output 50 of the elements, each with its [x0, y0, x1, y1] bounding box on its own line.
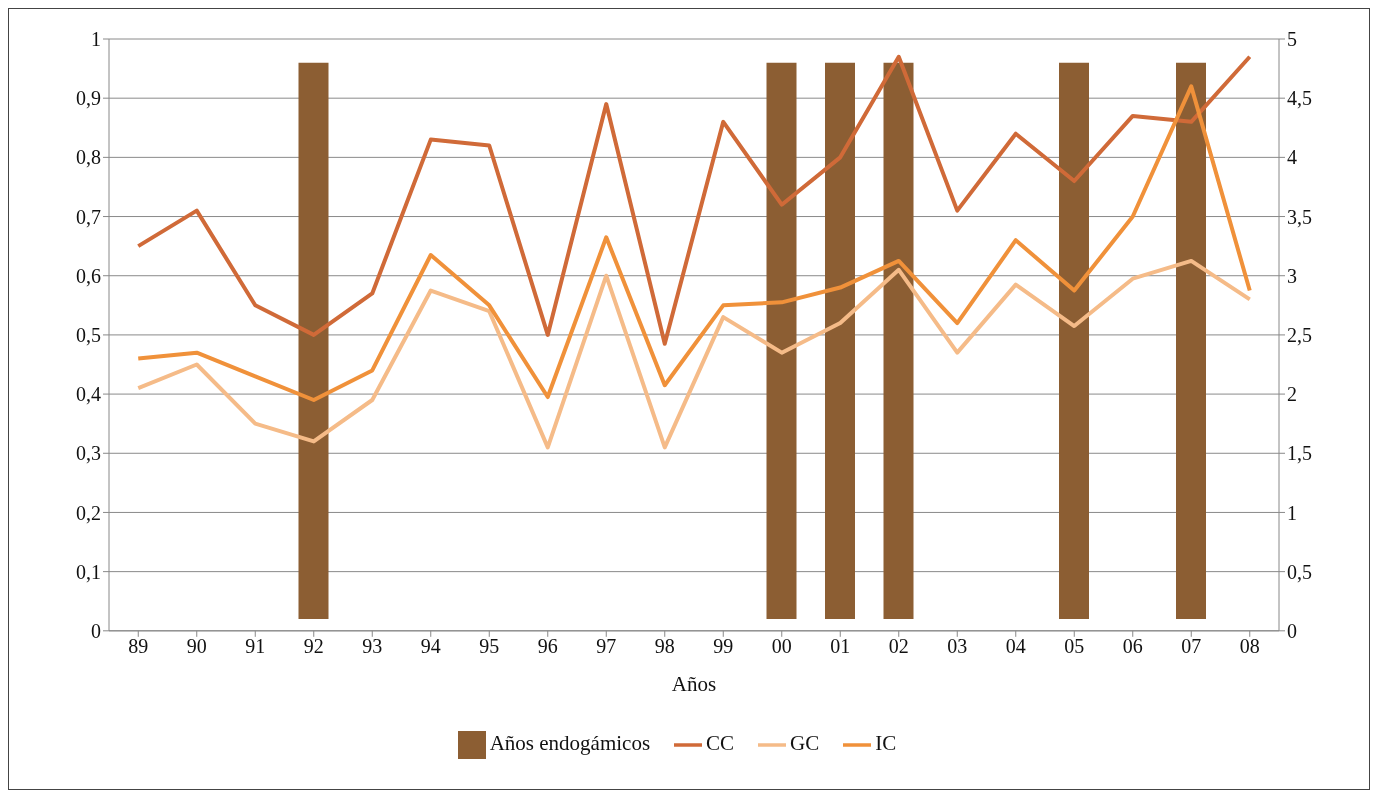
x-tick-label: 03 — [947, 635, 968, 658]
y-tick-label: 0,5 — [76, 324, 101, 347]
x-tick-label: 90 — [186, 635, 207, 658]
x-tick-label: 98 — [654, 635, 675, 658]
y-tick-label: 1 — [91, 28, 101, 51]
y2-tick-label: 2,5 — [1287, 324, 1312, 347]
y-tick-label: 0,2 — [76, 501, 101, 524]
legend-label: CC — [706, 730, 735, 755]
y-tick-label: 0,1 — [76, 560, 101, 583]
x-tick-label: 94 — [420, 635, 441, 658]
y2-tick-label: 1,5 — [1287, 442, 1312, 465]
y-tick-label: 0 — [91, 619, 101, 642]
x-tick-label: 97 — [596, 635, 617, 658]
y-tick-label: 0,4 — [76, 383, 101, 406]
y2-tick-label: 5 — [1287, 28, 1297, 51]
y-tick-label: 0,3 — [76, 442, 101, 465]
legend-label: GC — [790, 730, 820, 755]
y2-tick-label: 0,5 — [1287, 560, 1312, 583]
legend-label: Años endogámicos — [489, 730, 651, 755]
x-tick-label: 93 — [362, 635, 383, 658]
x-tick-label: 00 — [771, 635, 792, 658]
line-series — [136, 54, 1252, 346]
x-tick-label: 95 — [479, 635, 500, 658]
x-tick-label: 02 — [888, 635, 909, 658]
y2-tick-label: 2 — [1287, 383, 1297, 406]
y-tick-label: 0,9 — [76, 87, 101, 110]
y2-tick-label: 4 — [1287, 146, 1297, 169]
line-series — [136, 84, 1252, 403]
y-tick-label: 0,6 — [76, 264, 101, 287]
y-tick-label: 0,7 — [76, 205, 101, 228]
x-tick-label: 04 — [1005, 635, 1026, 658]
y2-tick-label: 0 — [1287, 619, 1297, 642]
x-tick-label: 08 — [1239, 635, 1260, 658]
legend-label: IC — [875, 730, 897, 755]
x-tick-label: 01 — [830, 635, 851, 658]
x-tick-label: 07 — [1181, 635, 1202, 658]
x-tick-label: 05 — [1064, 635, 1085, 658]
x-tick-label: 96 — [537, 635, 558, 658]
y2-tick-label: 3,5 — [1287, 205, 1312, 228]
x-tick-label: 06 — [1122, 635, 1143, 658]
x-axis-title: Años — [671, 671, 717, 696]
line-series — [136, 258, 1252, 450]
y2-tick-label: 1 — [1287, 501, 1297, 524]
y2-tick-label: 4,5 — [1287, 87, 1312, 110]
x-tick-label: 92 — [303, 635, 324, 658]
x-tick-label: 91 — [245, 635, 266, 658]
x-tick-label: 89 — [128, 635, 149, 658]
x-tick-label: 99 — [713, 635, 734, 658]
y-tick-label: 0,8 — [76, 146, 101, 169]
y2-tick-label: 3 — [1287, 264, 1297, 287]
